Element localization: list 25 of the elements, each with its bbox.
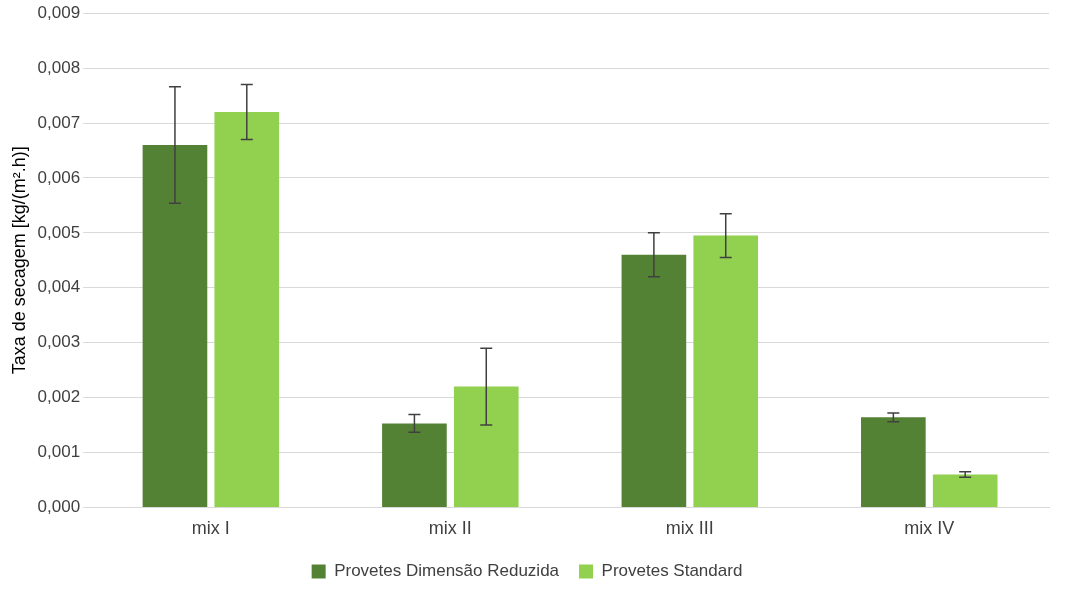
y-tick-label: 0,005 <box>37 222 81 242</box>
x-tick-label: mix III <box>665 518 714 539</box>
y-tick-label: 0,008 <box>37 57 81 77</box>
bar <box>932 474 998 507</box>
legend-label: Provetes Standard <box>601 561 743 581</box>
bar <box>861 417 926 507</box>
bar <box>453 386 519 507</box>
y-axis-title: Taxa de secagem [kg/(m².h)] <box>8 146 29 375</box>
bar <box>214 112 280 507</box>
legend-label: Provetes Dimensão Reduzida <box>334 561 560 581</box>
y-tick-label: 0,004 <box>37 277 81 297</box>
y-tick-label: 0,001 <box>37 442 81 462</box>
x-tick-label: mix I <box>191 518 230 539</box>
y-tick-label: 0,006 <box>37 167 81 187</box>
y-tick-label: 0,007 <box>37 112 81 132</box>
y-tick-label: 0,000 <box>37 497 81 517</box>
x-tick-label: mix IV <box>904 518 955 539</box>
bar <box>621 254 687 507</box>
x-tick-label: mix II <box>428 518 472 539</box>
bar <box>382 423 447 507</box>
y-tick-label: 0,002 <box>37 387 81 407</box>
y-tick-label: 0,003 <box>37 332 81 352</box>
bar <box>142 144 208 507</box>
y-tick-label: 0,009 <box>37 2 81 22</box>
bar <box>693 235 759 507</box>
